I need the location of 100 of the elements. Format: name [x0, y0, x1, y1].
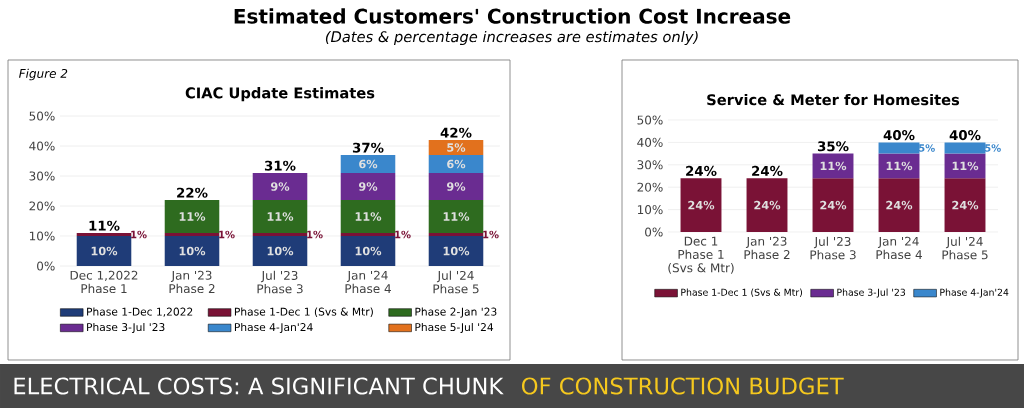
bar — [812, 178, 854, 232]
bar — [164, 233, 220, 236]
legend-label: Phase 1-Dec 1,2022 — [87, 307, 193, 317]
chart-title: CIAC Update Estimates — [185, 87, 375, 102]
x-tick-label: Jan '24 Phase 4 — [345, 270, 391, 294]
bar — [428, 140, 484, 155]
legend-label: Phase 1-Dec 1 (Svs & Mtr) — [234, 307, 373, 317]
data-label: 10% — [443, 246, 470, 256]
total-label: 40% — [883, 130, 915, 141]
data-label: 10% — [267, 246, 294, 256]
data-label: 11% — [820, 161, 847, 171]
total-label: 42% — [440, 127, 472, 138]
bar — [944, 142, 986, 154]
data-label: 24% — [688, 200, 715, 210]
data-label: 11% — [886, 161, 913, 171]
x-tick-label: Jan '23 Phase 2 — [744, 236, 790, 260]
total-label: 11% — [89, 220, 120, 231]
legend-label: Phase 3-Jul '23 — [837, 288, 906, 298]
bar — [428, 233, 484, 236]
legend-label: Phase 3-Jul '23 — [87, 322, 165, 334]
bar — [340, 233, 396, 236]
text: OF CONSTRUCTION BUDGET — [521, 377, 844, 395]
data-label: 24% — [754, 200, 781, 210]
data-label: 1% — [307, 230, 323, 239]
bar — [680, 178, 722, 232]
x-tick-label: Jan '23 Phase 2 — [169, 270, 215, 294]
data-label: 11% — [355, 212, 382, 221]
legend-label: Phase 2-Jan '23 — [415, 307, 497, 318]
data-label: 6% — [359, 159, 378, 169]
data-label: 5% — [447, 143, 466, 152]
y-tick-label: 50% — [29, 111, 55, 121]
y-tick-label: 10% — [637, 205, 663, 215]
y-tick-label: 0% — [645, 227, 663, 237]
y-tick-label: 10% — [29, 231, 55, 241]
total-label: 37% — [352, 142, 384, 153]
data-label: 9% — [270, 182, 290, 191]
y-tick-label: 40% — [29, 141, 55, 151]
chart-title: Service & Meter for Homesites — [707, 93, 960, 106]
bar — [252, 200, 308, 233]
x-tick-label: Jul '24 Phase 5 — [433, 270, 479, 294]
data-label: 11% — [443, 212, 470, 221]
y-tick-label: 0% — [37, 261, 55, 271]
bar — [340, 200, 396, 233]
bar — [164, 200, 220, 233]
text: ELECTRICAL COSTS: A SIGNIFICANT CHUNK — [14, 377, 504, 395]
legend-label: Phase 1-Dec 1 (Svs & Mtr) — [681, 288, 803, 297]
bar — [878, 178, 920, 232]
data-label: 6% — [447, 159, 466, 169]
data-label: 24% — [820, 200, 847, 210]
bar — [428, 155, 484, 173]
x-tick-label: Dec 1,2022 Phase 1 — [70, 270, 138, 294]
data-label: 9% — [446, 182, 466, 191]
bar — [746, 178, 788, 232]
bar — [76, 236, 132, 266]
y-tick-label: 30% — [29, 171, 55, 181]
bar — [340, 236, 396, 266]
bar — [252, 233, 308, 236]
data-label: 11% — [952, 161, 979, 171]
y-tick-label: 50% — [637, 115, 663, 125]
data-label: 1% — [219, 230, 235, 239]
x-tick-label: Jan '24 Phase 4 — [876, 236, 922, 260]
data-label: 10% — [179, 246, 206, 256]
bar — [428, 200, 484, 233]
data-label: 10% — [355, 246, 382, 256]
data-label: 9% — [358, 182, 378, 191]
legend-label: Phase 4-Jan'24 — [234, 322, 313, 334]
data-label: 1% — [483, 230, 499, 239]
y-tick-label: 20% — [29, 201, 55, 211]
data-label: 1% — [131, 230, 147, 239]
x-tick-label: Jul '23 Phase 3 — [810, 236, 856, 260]
bar — [76, 233, 132, 236]
bar — [164, 236, 220, 266]
data-label: 1% — [395, 230, 411, 239]
bar — [428, 236, 484, 266]
data-label: 11% — [267, 212, 294, 221]
legend-label: Phase 4-Jan'24 — [940, 288, 1009, 298]
bar — [252, 173, 308, 200]
legend-label: Phase 5-Jul '24 — [415, 322, 494, 334]
y-tick-label: 40% — [637, 137, 663, 147]
text: (Dates & percentage increases are estimates only) — [325, 30, 698, 46]
total-label: 22% — [177, 187, 208, 198]
data-label: 24% — [952, 200, 979, 210]
x-tick-label: Jul '23 Phase 3 — [257, 270, 303, 294]
data-label: 5% — [919, 144, 935, 152]
x-tick-label: Jul '24 Phase 5 — [942, 236, 988, 260]
total-label: 24% — [686, 165, 717, 176]
y-tick-label: 30% — [637, 160, 663, 170]
data-label: 24% — [886, 200, 913, 210]
total-label: 31% — [264, 160, 296, 171]
caption: Figure 2 — [19, 68, 68, 81]
total-label: 35% — [817, 141, 849, 152]
data-label: 10% — [91, 246, 118, 256]
bar — [340, 155, 396, 173]
bar — [878, 142, 920, 154]
y-tick-label: 20% — [637, 182, 663, 192]
bar — [428, 173, 484, 200]
text: Estimated Customers' Construction Cost Increase — [234, 8, 791, 24]
data-label: 5% — [985, 144, 1001, 152]
x-tick-label: Dec 1 Phase 1 (Svs & Mtr) — [668, 236, 734, 274]
total-label: 40% — [949, 130, 981, 141]
